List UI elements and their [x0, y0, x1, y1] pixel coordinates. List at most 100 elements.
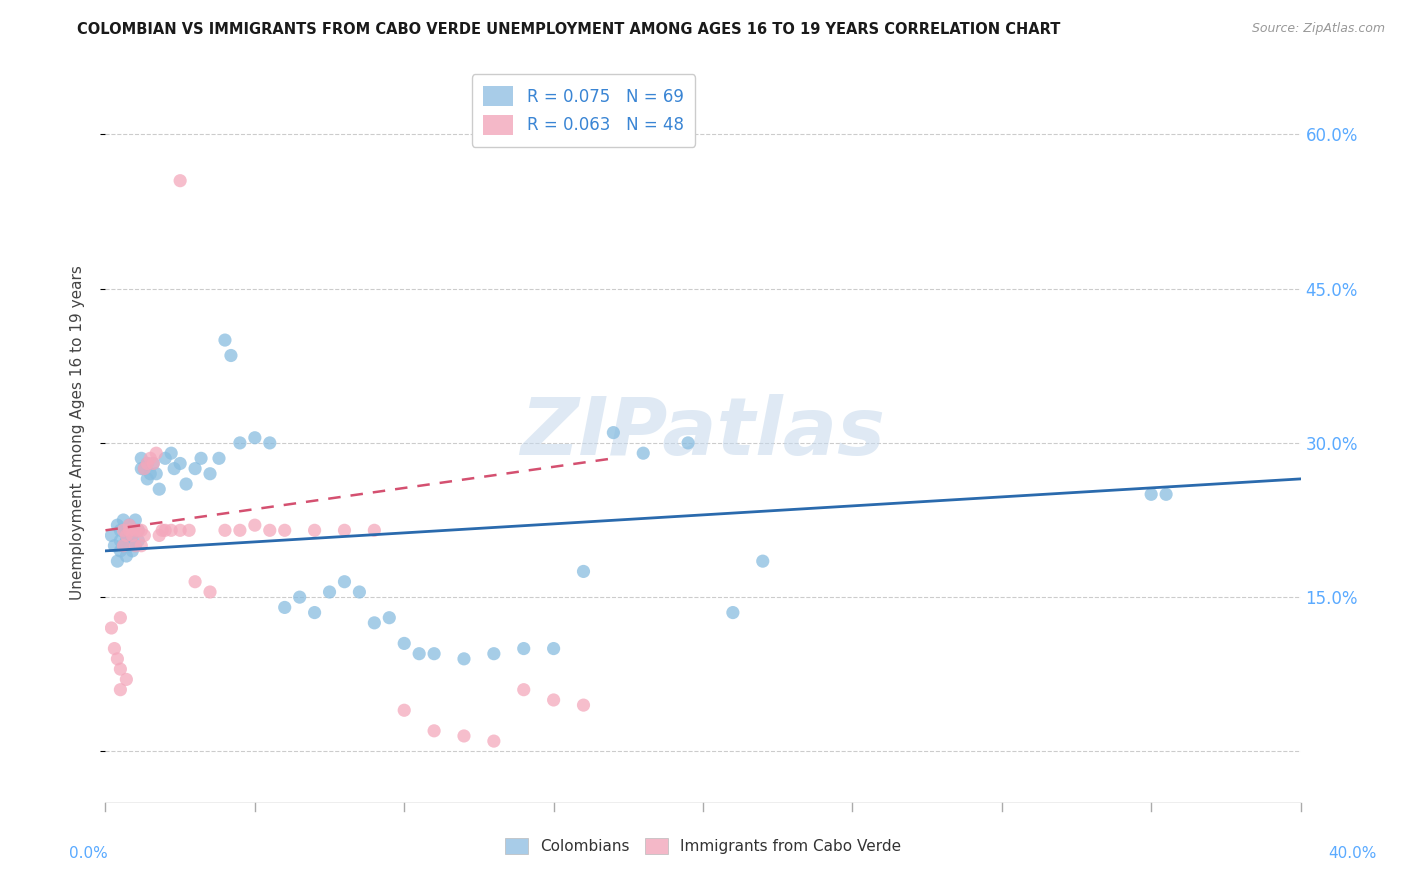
Point — [118, 524, 141, 538]
Point — [208, 451, 231, 466]
Point — [229, 436, 252, 450]
Point — [169, 457, 191, 471]
Point — [142, 457, 165, 471]
Point — [1140, 487, 1163, 501]
Point — [453, 729, 475, 743]
Point — [139, 451, 162, 466]
Point — [129, 461, 153, 475]
Point — [408, 647, 430, 661]
Point — [110, 611, 132, 625]
Point — [304, 524, 326, 538]
Point — [110, 662, 132, 676]
Point — [115, 528, 138, 542]
Point — [134, 528, 156, 542]
Point — [721, 606, 744, 620]
Point — [304, 606, 326, 620]
Point — [107, 518, 129, 533]
Point — [129, 539, 153, 553]
Point — [134, 461, 156, 475]
Point — [121, 528, 143, 542]
Point — [121, 544, 143, 558]
Point — [124, 513, 146, 527]
Point — [115, 528, 138, 542]
Text: Source: ZipAtlas.com: Source: ZipAtlas.com — [1251, 22, 1385, 36]
Point — [124, 539, 146, 553]
Point — [136, 472, 159, 486]
Point — [423, 647, 446, 661]
Point — [513, 641, 536, 656]
Point — [121, 528, 143, 542]
Point — [273, 600, 295, 615]
Point — [139, 467, 162, 481]
Point — [174, 477, 197, 491]
Point — [543, 693, 565, 707]
Point — [112, 524, 135, 538]
Point — [150, 524, 173, 538]
Point — [112, 539, 135, 553]
Point — [110, 544, 132, 558]
Y-axis label: Unemployment Among Ages 16 to 19 years: Unemployment Among Ages 16 to 19 years — [70, 265, 84, 600]
Point — [134, 461, 156, 475]
Point — [214, 333, 236, 347]
Point — [110, 682, 132, 697]
Point — [318, 585, 340, 599]
Point — [394, 636, 416, 650]
Point — [259, 524, 281, 538]
Point — [118, 518, 141, 533]
Point — [136, 457, 159, 471]
Point — [136, 457, 159, 471]
Text: 40.0%: 40.0% — [1329, 846, 1376, 861]
Point — [602, 425, 624, 440]
Point — [259, 436, 281, 450]
Point — [273, 524, 295, 538]
Point — [482, 647, 505, 661]
Point — [155, 451, 177, 466]
Point — [100, 528, 122, 542]
Point — [145, 446, 167, 460]
Point — [177, 524, 201, 538]
Text: COLOMBIAN VS IMMIGRANTS FROM CABO VERDE UNEMPLOYMENT AMONG AGES 16 TO 19 YEARS C: COLOMBIAN VS IMMIGRANTS FROM CABO VERDE … — [77, 22, 1060, 37]
Point — [160, 524, 183, 538]
Point — [572, 698, 595, 712]
Point — [127, 524, 149, 538]
Point — [118, 524, 141, 538]
Point — [148, 528, 170, 542]
Point — [112, 513, 135, 527]
Point — [184, 461, 207, 475]
Point — [115, 533, 138, 548]
Point — [394, 703, 416, 717]
Point — [243, 518, 266, 533]
Point — [482, 734, 505, 748]
Point — [110, 533, 132, 548]
Point — [543, 641, 565, 656]
Point — [363, 615, 385, 630]
Point — [169, 524, 191, 538]
Point — [124, 524, 146, 538]
Point — [103, 539, 125, 553]
Point — [751, 554, 773, 568]
Point — [107, 652, 129, 666]
Point — [214, 524, 236, 538]
Point — [453, 652, 475, 666]
Point — [115, 673, 138, 687]
Point — [184, 574, 207, 589]
Point — [513, 682, 536, 697]
Point — [333, 524, 356, 538]
Point — [349, 585, 371, 599]
Point — [363, 524, 385, 538]
Point — [243, 431, 266, 445]
Point — [100, 621, 122, 635]
Point — [118, 518, 141, 533]
Point — [333, 574, 356, 589]
Point — [155, 524, 177, 538]
Point — [633, 446, 655, 460]
Point — [676, 436, 699, 450]
Point — [572, 565, 595, 579]
Point — [112, 539, 135, 553]
Point — [288, 590, 311, 604]
Point — [198, 585, 221, 599]
Point — [112, 524, 135, 538]
Point — [118, 539, 141, 553]
Point — [190, 451, 212, 466]
Point — [129, 524, 153, 538]
